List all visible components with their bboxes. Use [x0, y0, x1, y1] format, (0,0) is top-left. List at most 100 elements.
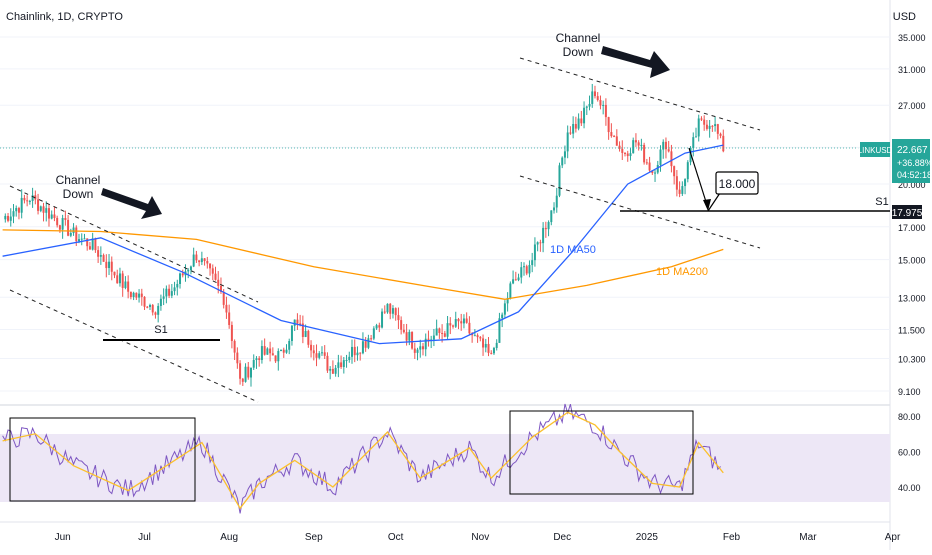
candle-body: [26, 200, 29, 202]
candle-body: [645, 162, 648, 164]
rsi-box-right[interactable]: [509, 410, 694, 495]
candle: [263, 338, 266, 356]
candle-body: [359, 352, 362, 354]
candle: [252, 354, 255, 370]
candle-body: [400, 320, 403, 330]
price-tick-label: 20.000: [898, 180, 926, 190]
candle-body: [416, 349, 419, 353]
candle: [61, 214, 64, 239]
candle-body: [151, 305, 154, 313]
candle-body: [148, 305, 151, 307]
channel-left-upper[interactable]: [9, 185, 259, 303]
candle: [239, 360, 242, 385]
candle: [151, 303, 154, 316]
candle: [454, 311, 457, 328]
rsi-ma-line[interactable]: [2, 411, 724, 510]
channel-left-label-2: Down: [63, 187, 94, 201]
candle-body: [244, 366, 247, 382]
candle-body: [140, 293, 143, 297]
candle: [58, 224, 61, 233]
candle: [118, 267, 121, 287]
candle-body: [624, 152, 627, 154]
candle-body: [108, 261, 111, 269]
channel-right-upper[interactable]: [519, 57, 761, 131]
rsi-tick-label: 60.00: [898, 448, 921, 458]
ma200-line[interactable]: [2, 229, 724, 300]
time-tick-label: Apr: [885, 532, 901, 543]
candle: [258, 356, 261, 367]
rsi-line[interactable]: [2, 403, 721, 514]
target-callout[interactable]: 18.000: [715, 171, 759, 195]
candle: [315, 344, 318, 367]
arrow-down-left-icon: [101, 188, 162, 219]
candle-body: [301, 323, 304, 337]
candle: [31, 187, 34, 208]
candle-body: [9, 216, 12, 221]
candle-body: [542, 227, 545, 244]
target-box: [715, 171, 759, 195]
candle: [359, 352, 362, 361]
time-axis[interactable]: Jun Jul Aug Sep Oct Nov Dec 2025 Feb Mar Apr: [55, 532, 901, 543]
time-tick-label: Sep: [305, 532, 323, 543]
channel-right-lower[interactable]: [519, 175, 761, 249]
candle-body: [263, 346, 266, 355]
candle: [192, 247, 195, 268]
candle-body: [135, 292, 138, 298]
candle-body: [593, 91, 596, 97]
ma50-line[interactable]: [2, 144, 724, 345]
candle: [394, 307, 397, 321]
price-axis[interactable]: 35.00031.00027.00023.00020.00017.00015.0…: [898, 33, 926, 397]
rsi-axis[interactable]: 80.00 60.00 40.00: [898, 412, 921, 493]
candle-body: [402, 329, 405, 333]
candle: [200, 251, 203, 266]
candle: [610, 123, 613, 138]
candle: [170, 284, 173, 299]
candle-body: [138, 293, 141, 298]
candle: [462, 314, 465, 329]
candle: [323, 345, 326, 360]
candle: [408, 329, 411, 346]
channel-right-label-2: Down: [563, 45, 594, 59]
candle: [157, 303, 160, 323]
candle: [602, 100, 605, 115]
candle: [307, 329, 310, 348]
candle-body: [648, 162, 651, 171]
candle-body: [528, 265, 531, 274]
candle-body: [692, 137, 695, 148]
projection-arrow[interactable]: [688, 147, 708, 206]
candle-body: [383, 311, 386, 313]
currency-label[interactable]: USD: [892, 11, 916, 23]
candle: [94, 237, 97, 253]
candle-body: [304, 330, 307, 337]
candle-body: [299, 323, 302, 325]
candle-body: [318, 353, 321, 358]
candle-body: [83, 238, 86, 240]
candle-body: [670, 151, 673, 167]
candle-body: [405, 332, 408, 341]
candle-body: [230, 324, 233, 341]
candle: [64, 210, 67, 226]
channel-drawing-left[interactable]: [9, 185, 259, 403]
channel-drawing-right[interactable]: [519, 57, 761, 249]
candle-body: [116, 275, 119, 284]
candle: [99, 246, 102, 265]
candle: [512, 270, 515, 285]
candle: [421, 343, 424, 356]
rsi-box-left[interactable]: [9, 417, 196, 502]
candle: [572, 116, 575, 139]
candle-body: [501, 314, 504, 319]
channel-left-lower[interactable]: [9, 289, 259, 403]
candle-body: [569, 132, 572, 134]
candle-body: [408, 331, 411, 341]
candle-body: [544, 227, 547, 230]
candle: [285, 344, 288, 354]
candle-body: [342, 360, 345, 367]
candle: [686, 160, 689, 183]
symbol-header[interactable]: Chainlink, 1D, CRYPTO: [6, 11, 123, 23]
candle-body: [572, 124, 575, 134]
candle-body: [694, 136, 697, 138]
time-tick-label: Oct: [388, 532, 404, 543]
candle: [370, 334, 373, 341]
